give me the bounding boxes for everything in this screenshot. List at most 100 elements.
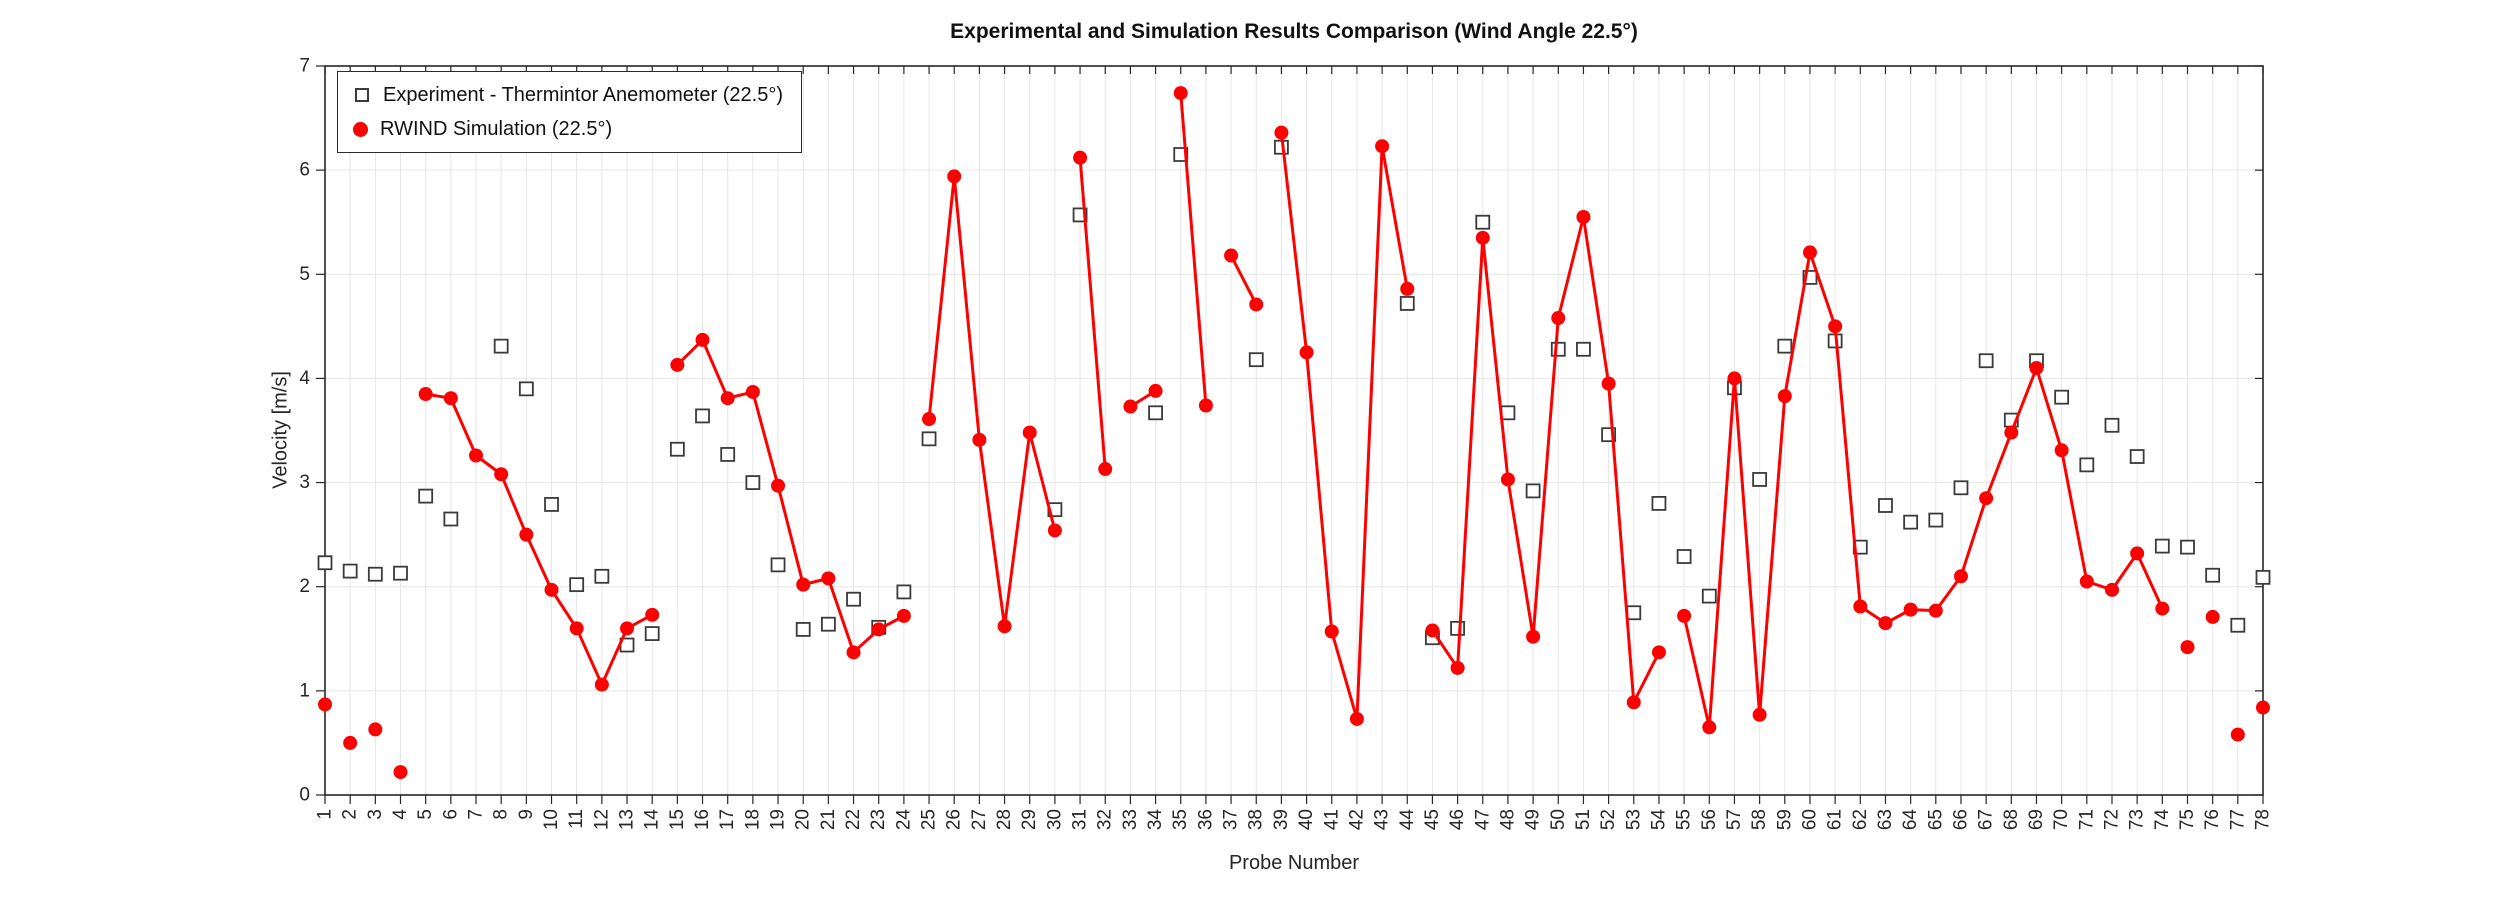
simulation-line [1179, 91, 1208, 408]
simulation-point [1979, 491, 1994, 506]
y-tick-label: 2 [299, 576, 310, 597]
simulation-point [1198, 398, 1213, 413]
gridlines [324, 66, 2264, 795]
experiment-point [1953, 480, 1969, 496]
filled-circle-marker-icon [353, 121, 368, 137]
experiment-point [1475, 214, 1491, 230]
simulation-point [318, 697, 332, 712]
simulation-point [620, 621, 635, 636]
simulation-point [1375, 139, 1390, 154]
simulation-point [1047, 523, 1062, 538]
experiment-point [669, 441, 685, 457]
x-tick-label: 61 [1825, 809, 1846, 830]
x-tick-label: 53 [1623, 809, 1644, 830]
experiment-point [367, 566, 383, 582]
experiment-point [2255, 569, 2271, 585]
experiment-point [1450, 620, 1465, 636]
simulation-point [2205, 609, 2220, 624]
experiment-point [1550, 341, 1566, 357]
experiment-point [1752, 472, 1768, 487]
experiment-point [2154, 538, 2170, 554]
simulation-point [771, 478, 786, 493]
x-tick-label: 14 [642, 809, 663, 831]
experiment-point [1626, 605, 1642, 621]
simulation-line [927, 174, 1057, 628]
x-tick-label: 75 [2177, 809, 2198, 830]
x-tick-label: 63 [1875, 809, 1896, 830]
experiment-point [1676, 549, 1692, 564]
open-square-marker-icon [355, 88, 369, 102]
simulation-point [821, 571, 836, 586]
x-tick-labels: 1 2 3 4 5 6 7 8 9 10 11 12 13 14 15 16 17 18 19 20 21 22 23 24 2… [315, 809, 2274, 831]
experiment-point [644, 626, 660, 641]
legend-label-simulation: RWIND Simulation (22.5°) [380, 117, 613, 140]
x-tick-label: 38 [1246, 809, 1267, 830]
y-tick-labels: 0 1 2 3 4 5 6 7 [299, 56, 310, 806]
simulation-point [670, 357, 685, 372]
simulation-point [2029, 361, 2044, 376]
simulation-point [1626, 695, 1641, 710]
simulation-point [1450, 660, 1465, 675]
x-tick-label: 59 [1774, 809, 1795, 830]
x-tick-label: 23 [868, 809, 889, 830]
experiment-point [1148, 405, 1163, 421]
simulation-point [1828, 319, 1843, 334]
simulation-point [2180, 640, 2195, 655]
experiment-point [569, 577, 585, 593]
legend-label-experiment: Experiment - Thermintor Anemometer (22.5… [383, 83, 783, 106]
x-tick-label: 62 [1850, 809, 1871, 830]
x-tick-label: 5 [415, 809, 436, 820]
simulation-point [443, 391, 458, 406]
simulation-point [1777, 389, 1792, 404]
simulation-point [1400, 281, 1415, 296]
x-tick-label: 28 [994, 809, 1015, 830]
y-tick-label: 3 [299, 472, 310, 493]
x-tick-label: 27 [969, 809, 990, 830]
experiment-point [896, 584, 912, 600]
x-tick-label: 7 [466, 809, 487, 820]
experiment-point [317, 555, 333, 571]
simulation-point [1425, 623, 1440, 638]
experiment-point [820, 616, 836, 632]
simulation-point [695, 332, 710, 347]
x-tick-label: 3 [365, 809, 386, 820]
simulation-point [1249, 297, 1264, 312]
experiment-point [2180, 539, 2195, 555]
simulation-point [1224, 248, 1239, 263]
simulation-line [1682, 250, 2164, 729]
x-tick-label: 51 [1573, 809, 1594, 830]
simulation-line [1078, 156, 1107, 471]
x-tick-label: 74 [2152, 809, 2173, 831]
x-tick-label: 72 [2101, 809, 2122, 830]
legend: Experiment - Thermintor Anemometer (22.5… [337, 71, 802, 153]
experiment-point [2104, 417, 2120, 433]
x-tick-label: 73 [2127, 809, 2148, 830]
experiment-point [745, 475, 761, 490]
simulation-point [544, 582, 559, 597]
simulation-point [922, 412, 937, 427]
simulation-point [393, 765, 408, 780]
x-tick-label: 48 [1497, 809, 1518, 830]
simulation-point [1651, 645, 1666, 660]
x-tick-label: 13 [617, 809, 638, 830]
x-tick-label: 69 [2026, 809, 2047, 830]
x-tick-label: 45 [1422, 809, 1443, 830]
simulation-point [594, 677, 609, 692]
simulation-point [1324, 624, 1339, 639]
simulation-point [2079, 574, 2094, 589]
x-tick-label: 58 [1749, 809, 1770, 830]
axes-box [324, 65, 2264, 796]
simulation-point [2230, 727, 2245, 742]
simulation-point [1953, 569, 1968, 584]
simulation-point [796, 577, 811, 592]
simulation-point [1475, 230, 1490, 245]
simulation-point [1727, 371, 1742, 386]
x-tick-label: 16 [692, 809, 713, 830]
simulation-point [2130, 546, 2145, 561]
x-tick-label: 68 [2001, 809, 2022, 830]
x-tick-label: 46 [1447, 809, 1468, 830]
experiment-point [1576, 341, 1591, 357]
x-tick-label: 35 [1170, 809, 1191, 830]
x-tick-label: 32 [1095, 809, 1116, 830]
